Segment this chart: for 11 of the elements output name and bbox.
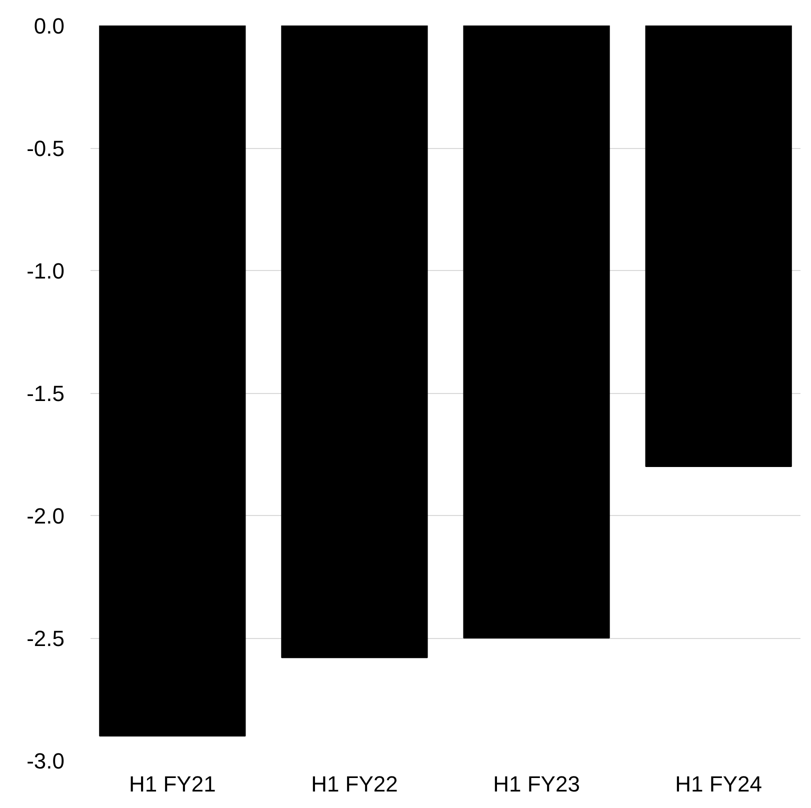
y-tick-label: -3.0 — [26, 748, 65, 774]
y-tick-label: -1.0 — [26, 258, 65, 284]
y-tick-label: -2.5 — [26, 626, 65, 651]
y-tick-label: -0.5 — [26, 136, 65, 161]
x-tick-label: H1 FY24 — [675, 772, 762, 796]
x-tick-label: H1 FY21 — [129, 772, 216, 796]
y-tick-label: 0.0 — [34, 14, 65, 38]
x-tick-label: H1 FY22 — [311, 772, 398, 796]
y-tick-label: -2.0 — [26, 504, 65, 528]
y-tick-label: -1.5 — [26, 381, 65, 406]
x-tick-label: H1 FY23 — [493, 772, 580, 796]
